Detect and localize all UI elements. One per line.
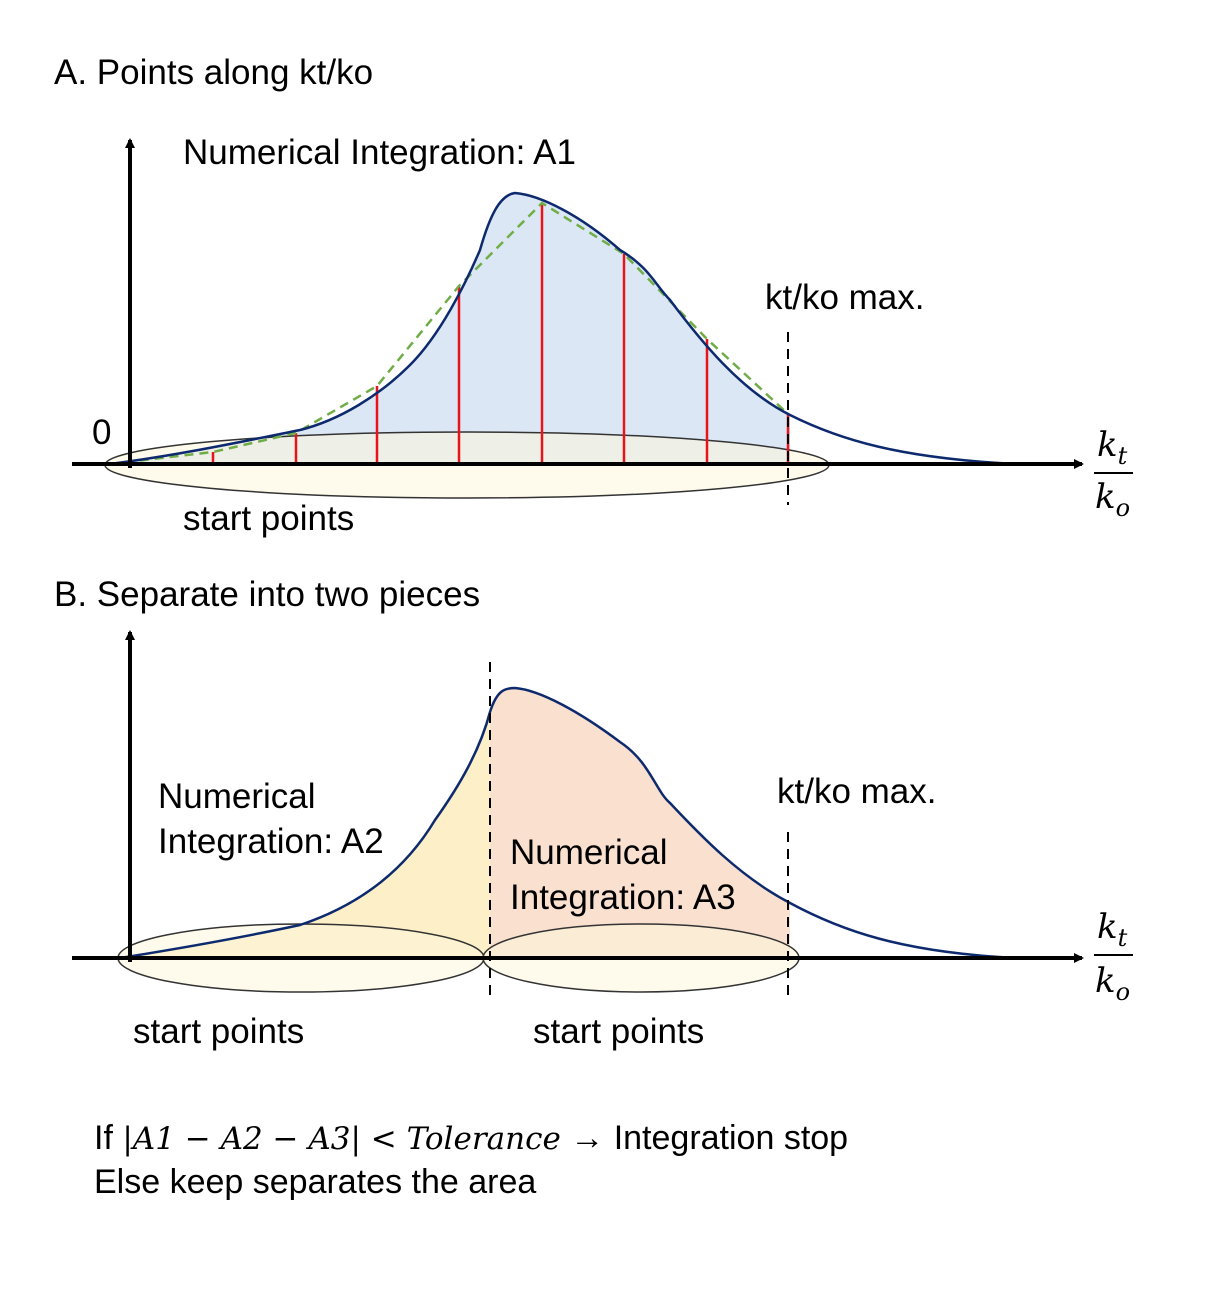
- panel-a-heading: A. Points along kt/ko: [54, 53, 373, 92]
- distribution-curve-b: [119, 686, 1016, 960]
- axis-fraction-kt-ko: kt ko: [1094, 425, 1133, 522]
- start-points-label: start points: [183, 499, 354, 538]
- panel-b-heading: B. Separate into two pieces: [54, 575, 480, 614]
- area-a2: [120, 712, 490, 958]
- distribution-curve: [109, 191, 1016, 466]
- integration-a3-label-line1: Numerical: [510, 833, 668, 872]
- fraction-denominator: ko: [1095, 477, 1130, 522]
- kt-ko-max-label-b: kt/ko max.: [777, 772, 936, 811]
- integration-a2-label-line2: Integration: A2: [158, 822, 384, 861]
- integration-stop-text: Integration stop: [613, 1119, 849, 1157]
- kt-ko-max-label: kt/ko max.: [765, 278, 924, 317]
- integration-a1-label: Numerical Integration: A1: [183, 133, 576, 172]
- start-points-label-left: start points: [133, 1012, 304, 1051]
- panel-b: B. Separate into two pieces Numerical In…: [54, 575, 1133, 1051]
- integration-a2-label-line1: Numerical: [158, 777, 316, 816]
- tolerance-condition: |A1 − A2 − A3| < Tolerance: [122, 1121, 561, 1157]
- axis-fraction-kt-ko-b: kt ko: [1094, 907, 1133, 1006]
- fraction-numerator-b: kt: [1097, 907, 1128, 952]
- if-word: If: [94, 1119, 113, 1157]
- fraction-denominator-b: ko: [1095, 961, 1130, 1006]
- arrow-symbol: →: [570, 1119, 605, 1157]
- integration-a3-label-line2: Integration: A3: [510, 878, 736, 917]
- origin-zero-label: 0: [92, 413, 111, 452]
- panel-a: A. Points along kt/ko Numerical Integrat…: [54, 53, 1133, 538]
- area-a1: [110, 193, 790, 464]
- trapezoid-approximation: [109, 201, 789, 466]
- else-line: Else keep separates the area: [94, 1163, 537, 1201]
- stop-condition-line: If |A1 − A2 − A3| < Tolerance → Integrat…: [94, 1116, 848, 1161]
- fraction-numerator: kt: [1097, 425, 1128, 470]
- start-points-label-right: start points: [533, 1012, 704, 1051]
- area-a3: [490, 688, 790, 958]
